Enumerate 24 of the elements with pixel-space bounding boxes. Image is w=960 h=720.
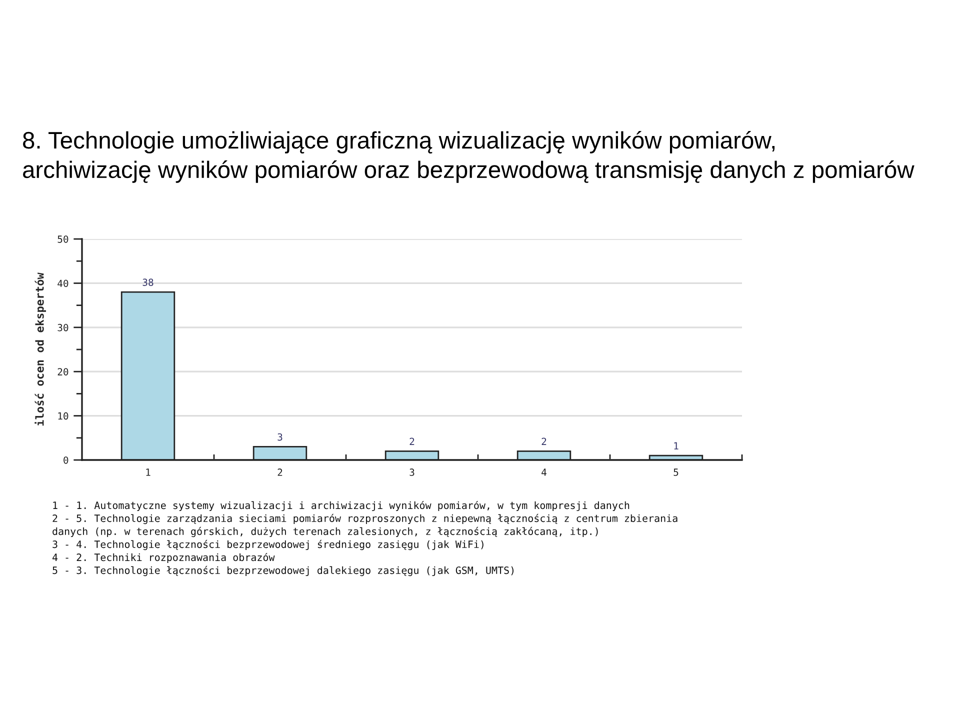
text: 2 - 5. Technologie zarządzania sieciami pomiarów rozproszonych z niepewną łącznością z centrum zbierania bbox=[52, 514, 678, 524]
text: 3 - 4. Technologie łączności bezprzewodowej średniego zasięgu (jak WiFi) bbox=[52, 540, 484, 550]
text: danych (np. w terenach górskich, dużych terenach zalesionych, z łącznością zakłócaną, itp.) bbox=[52, 526, 598, 538]
y-tick-label: 40 bbox=[58, 280, 68, 288]
chart-title: 8. Technologie umożliwiające graficzną wizualizację wyników pomiarów, archiwizację wyników pomiarów oraz bezprzewodową transmisję danych z pomiarów bbox=[23, 131, 914, 183]
x-tick-label: 2 bbox=[278, 468, 282, 476]
y-tick-label: 20 bbox=[58, 368, 68, 376]
text: 4 - 2. Techniki rozpoznawania obrazów bbox=[52, 552, 275, 564]
data-label: 1 bbox=[674, 442, 678, 450]
x-tick-label: 4 bbox=[542, 468, 546, 476]
y-tick-label: 50 bbox=[58, 236, 68, 243]
y-tick-label: 0 bbox=[64, 456, 68, 464]
data-label: 2 bbox=[410, 438, 414, 445]
data-label: 3 bbox=[278, 433, 282, 441]
x-tick-label: 1 bbox=[146, 468, 150, 476]
x-tick-label: 5 bbox=[674, 468, 678, 476]
text: 1 - 1. Automatyczne systemy wizualizacji i archiwizacji wyników pomiarów, w tym kompresji danych bbox=[53, 500, 630, 512]
y-axis-title: ilość ocen od ekspertów bbox=[34, 272, 46, 426]
data-label: 38 bbox=[142, 278, 154, 286]
x-tick-label: 3 bbox=[410, 468, 414, 476]
data-label: 2 bbox=[542, 438, 546, 445]
y-tick-label: 10 bbox=[58, 412, 68, 420]
text: 5 - 3. Technologie łączności bezprzewodowej dalekiego zasięgu (jak GSM, UMTS) bbox=[52, 566, 514, 576]
y-tick-label: 30 bbox=[58, 324, 68, 332]
